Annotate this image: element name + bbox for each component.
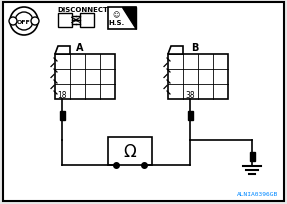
Polygon shape [55, 47, 70, 55]
Text: B: B [191, 43, 199, 53]
Circle shape [31, 18, 39, 26]
Text: ALNIA0396GB: ALNIA0396GB [237, 191, 278, 196]
Text: 38: 38 [185, 91, 195, 100]
Text: H.S.: H.S. [108, 20, 124, 26]
Bar [108, 137, 152, 165]
Text: Ω: Ω [124, 142, 136, 160]
Bar [80, 14, 94, 28]
Circle shape [9, 18, 17, 26]
Bar [249, 152, 255, 161]
Bar [59, 111, 65, 120]
Text: 18: 18 [57, 91, 67, 100]
Circle shape [10, 8, 38, 36]
Bar [58, 14, 72, 28]
Bar [108, 8, 136, 30]
Polygon shape [122, 8, 136, 30]
Bar [168, 55, 228, 100]
Text: OFF: OFF [17, 19, 31, 24]
Text: DISCONNECT: DISCONNECT [57, 7, 108, 13]
Text: ☺: ☺ [113, 12, 120, 18]
Bar [187, 111, 193, 120]
Circle shape [15, 13, 33, 31]
Bar [55, 55, 115, 100]
Polygon shape [168, 47, 183, 55]
Text: A: A [76, 43, 84, 53]
